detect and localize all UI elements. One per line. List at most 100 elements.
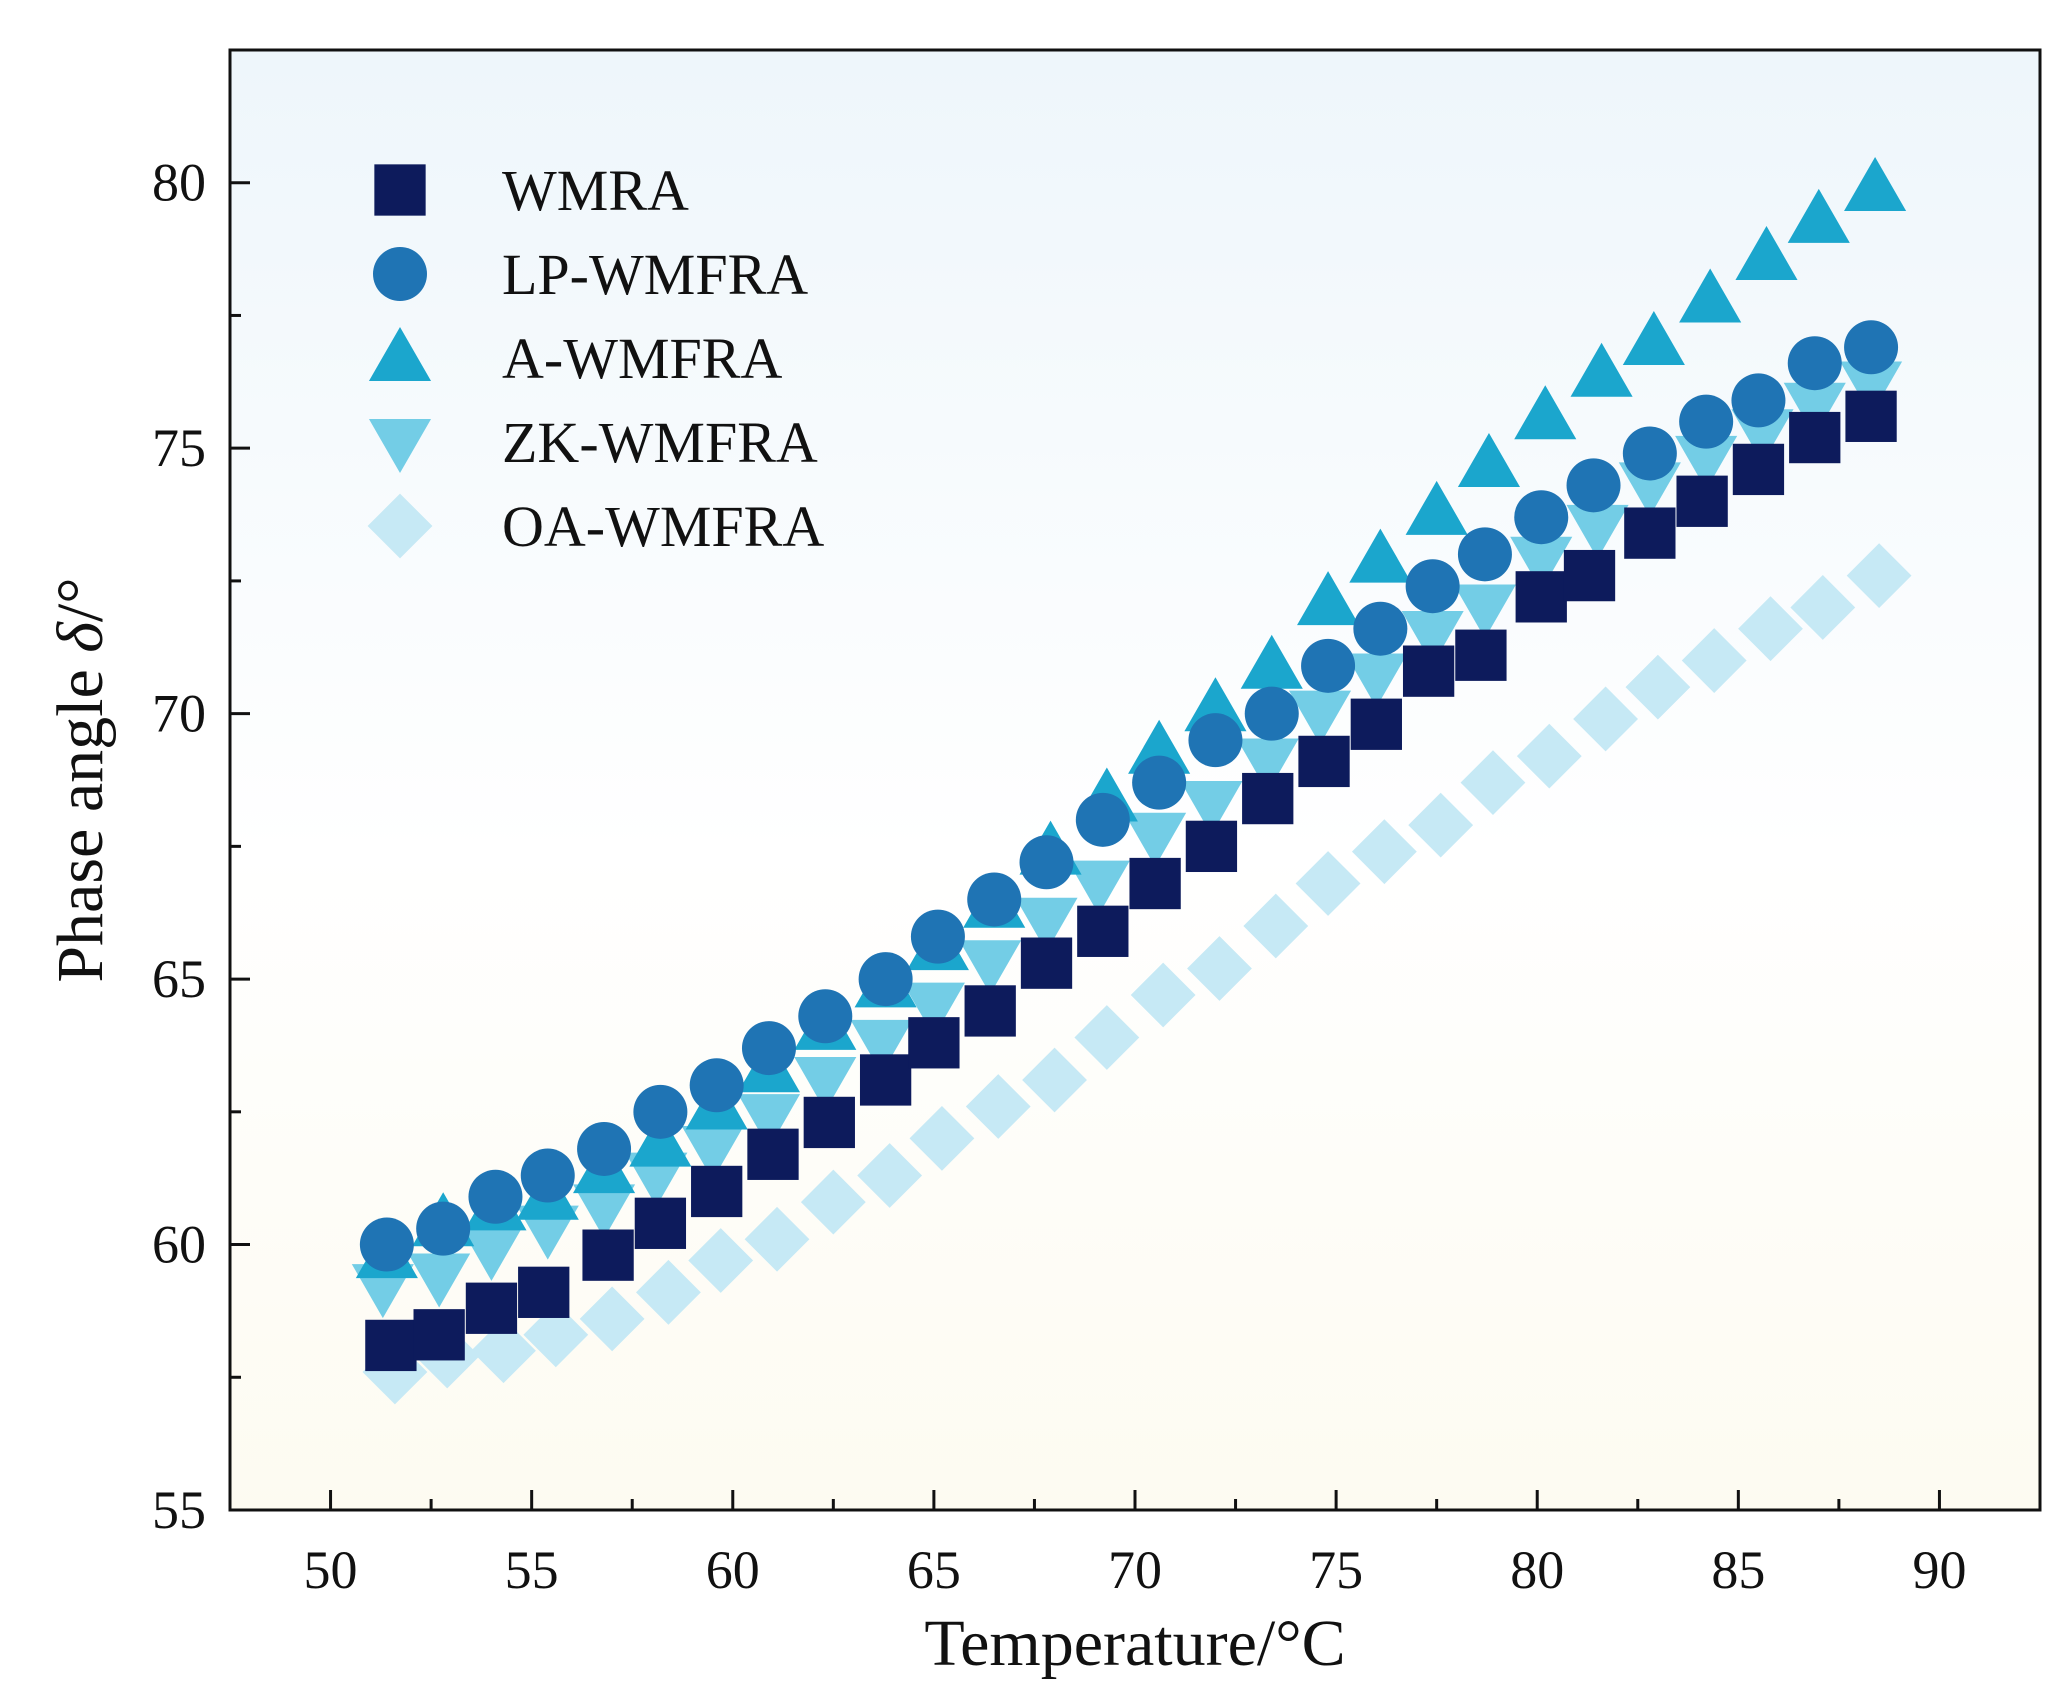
legend-marker-zk-wmfra [368, 419, 432, 474]
point-lp-wmfra [1075, 792, 1130, 847]
point-wmra [1185, 820, 1238, 873]
point-zk-wmfra [1401, 611, 1464, 666]
point-wmra [1077, 905, 1129, 957]
point-wmra [1020, 937, 1073, 989]
point-lp-wmfra [468, 1169, 523, 1224]
point-lp-wmfra [798, 989, 853, 1044]
point-oa-wmfra [1846, 543, 1912, 608]
point-lp-wmfra [741, 1021, 796, 1076]
point-lp-wmfra [1566, 458, 1621, 513]
point-wmra [691, 1165, 743, 1218]
point-lp-wmfra [689, 1058, 744, 1113]
point-lp-wmfra [359, 1217, 414, 1272]
y-tick-label: 75 [152, 418, 206, 478]
point-zk-wmfra [794, 1057, 857, 1112]
y-tick-label: 60 [152, 1215, 206, 1275]
point-a-wmfra [1570, 342, 1633, 397]
x-tick-label: 50 [304, 1540, 358, 1600]
point-zk-wmfra [1783, 382, 1846, 437]
point-oa-wmfra [1681, 628, 1747, 693]
y-tick-label: 65 [152, 949, 206, 1009]
point-a-wmfra [1349, 528, 1412, 583]
point-wmra [1129, 857, 1181, 910]
point-wmra [634, 1197, 687, 1249]
point-oa-wmfra [1130, 962, 1196, 1028]
point-lp-wmfra [1787, 336, 1842, 391]
point-lp-wmfra [1244, 686, 1299, 741]
point-lp-wmfra [416, 1201, 471, 1256]
legend-label-zk-wmfra: ZK-WMFRA [502, 410, 818, 475]
point-wmra [1732, 443, 1785, 496]
legend-marker-oa-wmfra [367, 493, 433, 559]
point-lp-wmfra [1132, 755, 1187, 810]
point-wmra [964, 985, 1016, 1037]
point-wmra [1563, 549, 1616, 602]
point-zk-wmfra [460, 1226, 523, 1281]
x-tick-label: 70 [1108, 1540, 1162, 1600]
y-axis-title-prefix: Phase angle [44, 653, 117, 983]
point-a-wmfra [1679, 268, 1742, 323]
point-oa-wmfra [579, 1286, 645, 1352]
point-oa-wmfra [1516, 723, 1582, 789]
x-tick-label: 80 [1510, 1540, 1564, 1600]
point-zk-wmfra [1566, 504, 1629, 559]
point-a-wmfra [1240, 634, 1303, 689]
point-zk-wmfra [1236, 738, 1299, 793]
point-a-wmfra [1622, 310, 1685, 365]
point-zk-wmfra [959, 940, 1022, 995]
point-oa-wmfra [1351, 819, 1417, 885]
point-lp-wmfra [858, 952, 913, 1007]
point-a-wmfra [1184, 677, 1247, 732]
point-oa-wmfra [688, 1228, 754, 1293]
point-wmra [465, 1282, 518, 1334]
x-tick-label: 90 [1912, 1540, 1966, 1600]
point-lp-wmfra [520, 1148, 575, 1203]
point-oa-wmfra [1625, 654, 1691, 720]
point-zk-wmfra [1675, 435, 1738, 490]
point-lp-wmfra [1679, 394, 1734, 449]
point-wmra [1676, 475, 1728, 527]
point-oa-wmfra [1022, 1047, 1087, 1113]
x-tick-label: 75 [1309, 1540, 1363, 1600]
point-lp-wmfra [1405, 559, 1460, 614]
point-zk-wmfra [1288, 690, 1352, 745]
legend-marker-a-wmfra [368, 326, 432, 381]
y-axis-title-symbol: δ [44, 621, 117, 653]
point-a-wmfra [1457, 433, 1521, 488]
point-zk-wmfra [1618, 462, 1681, 517]
point-lp-wmfra [1457, 527, 1512, 582]
point-oa-wmfra [1074, 1005, 1140, 1070]
point-wmra [1350, 698, 1402, 750]
point-oa-wmfra [800, 1169, 866, 1235]
y-tick-label: 70 [152, 684, 206, 744]
plot-frame [228, 48, 2042, 1512]
point-wmra [1515, 571, 1567, 623]
point-zk-wmfra [1510, 536, 1573, 591]
point-oa-wmfra [744, 1206, 810, 1272]
point-oa-wmfra [1187, 936, 1252, 1001]
point-zk-wmfra [1015, 897, 1078, 952]
point-lp-wmfra [910, 909, 965, 964]
x-tick-label: 65 [907, 1540, 961, 1600]
point-wmra [747, 1128, 799, 1180]
x-axis-title: Temperature/°C [924, 1607, 1345, 1680]
point-oa-wmfra [1460, 750, 1526, 816]
point-zk-wmfra [1124, 812, 1187, 867]
point-wmra [413, 1309, 465, 1361]
y-tick-label: 55 [152, 1480, 206, 1540]
point-zk-wmfra [408, 1253, 471, 1308]
x-tick-label: 55 [505, 1540, 559, 1600]
point-wmra [518, 1266, 570, 1318]
point-wmra [1242, 772, 1294, 825]
point-oa-wmfra [1295, 851, 1361, 916]
point-zk-wmfra [681, 1126, 744, 1181]
point-oa-wmfra [1790, 575, 1856, 640]
point-a-wmfra [1735, 226, 1798, 281]
point-wmra [582, 1229, 634, 1281]
point-oa-wmfra [1738, 596, 1803, 662]
point-a-wmfra [1297, 571, 1360, 626]
point-a-wmfra [1787, 188, 1850, 243]
point-lp-wmfra [967, 872, 1022, 927]
point-oa-wmfra [1573, 686, 1638, 752]
point-zk-wmfra [1453, 584, 1516, 639]
